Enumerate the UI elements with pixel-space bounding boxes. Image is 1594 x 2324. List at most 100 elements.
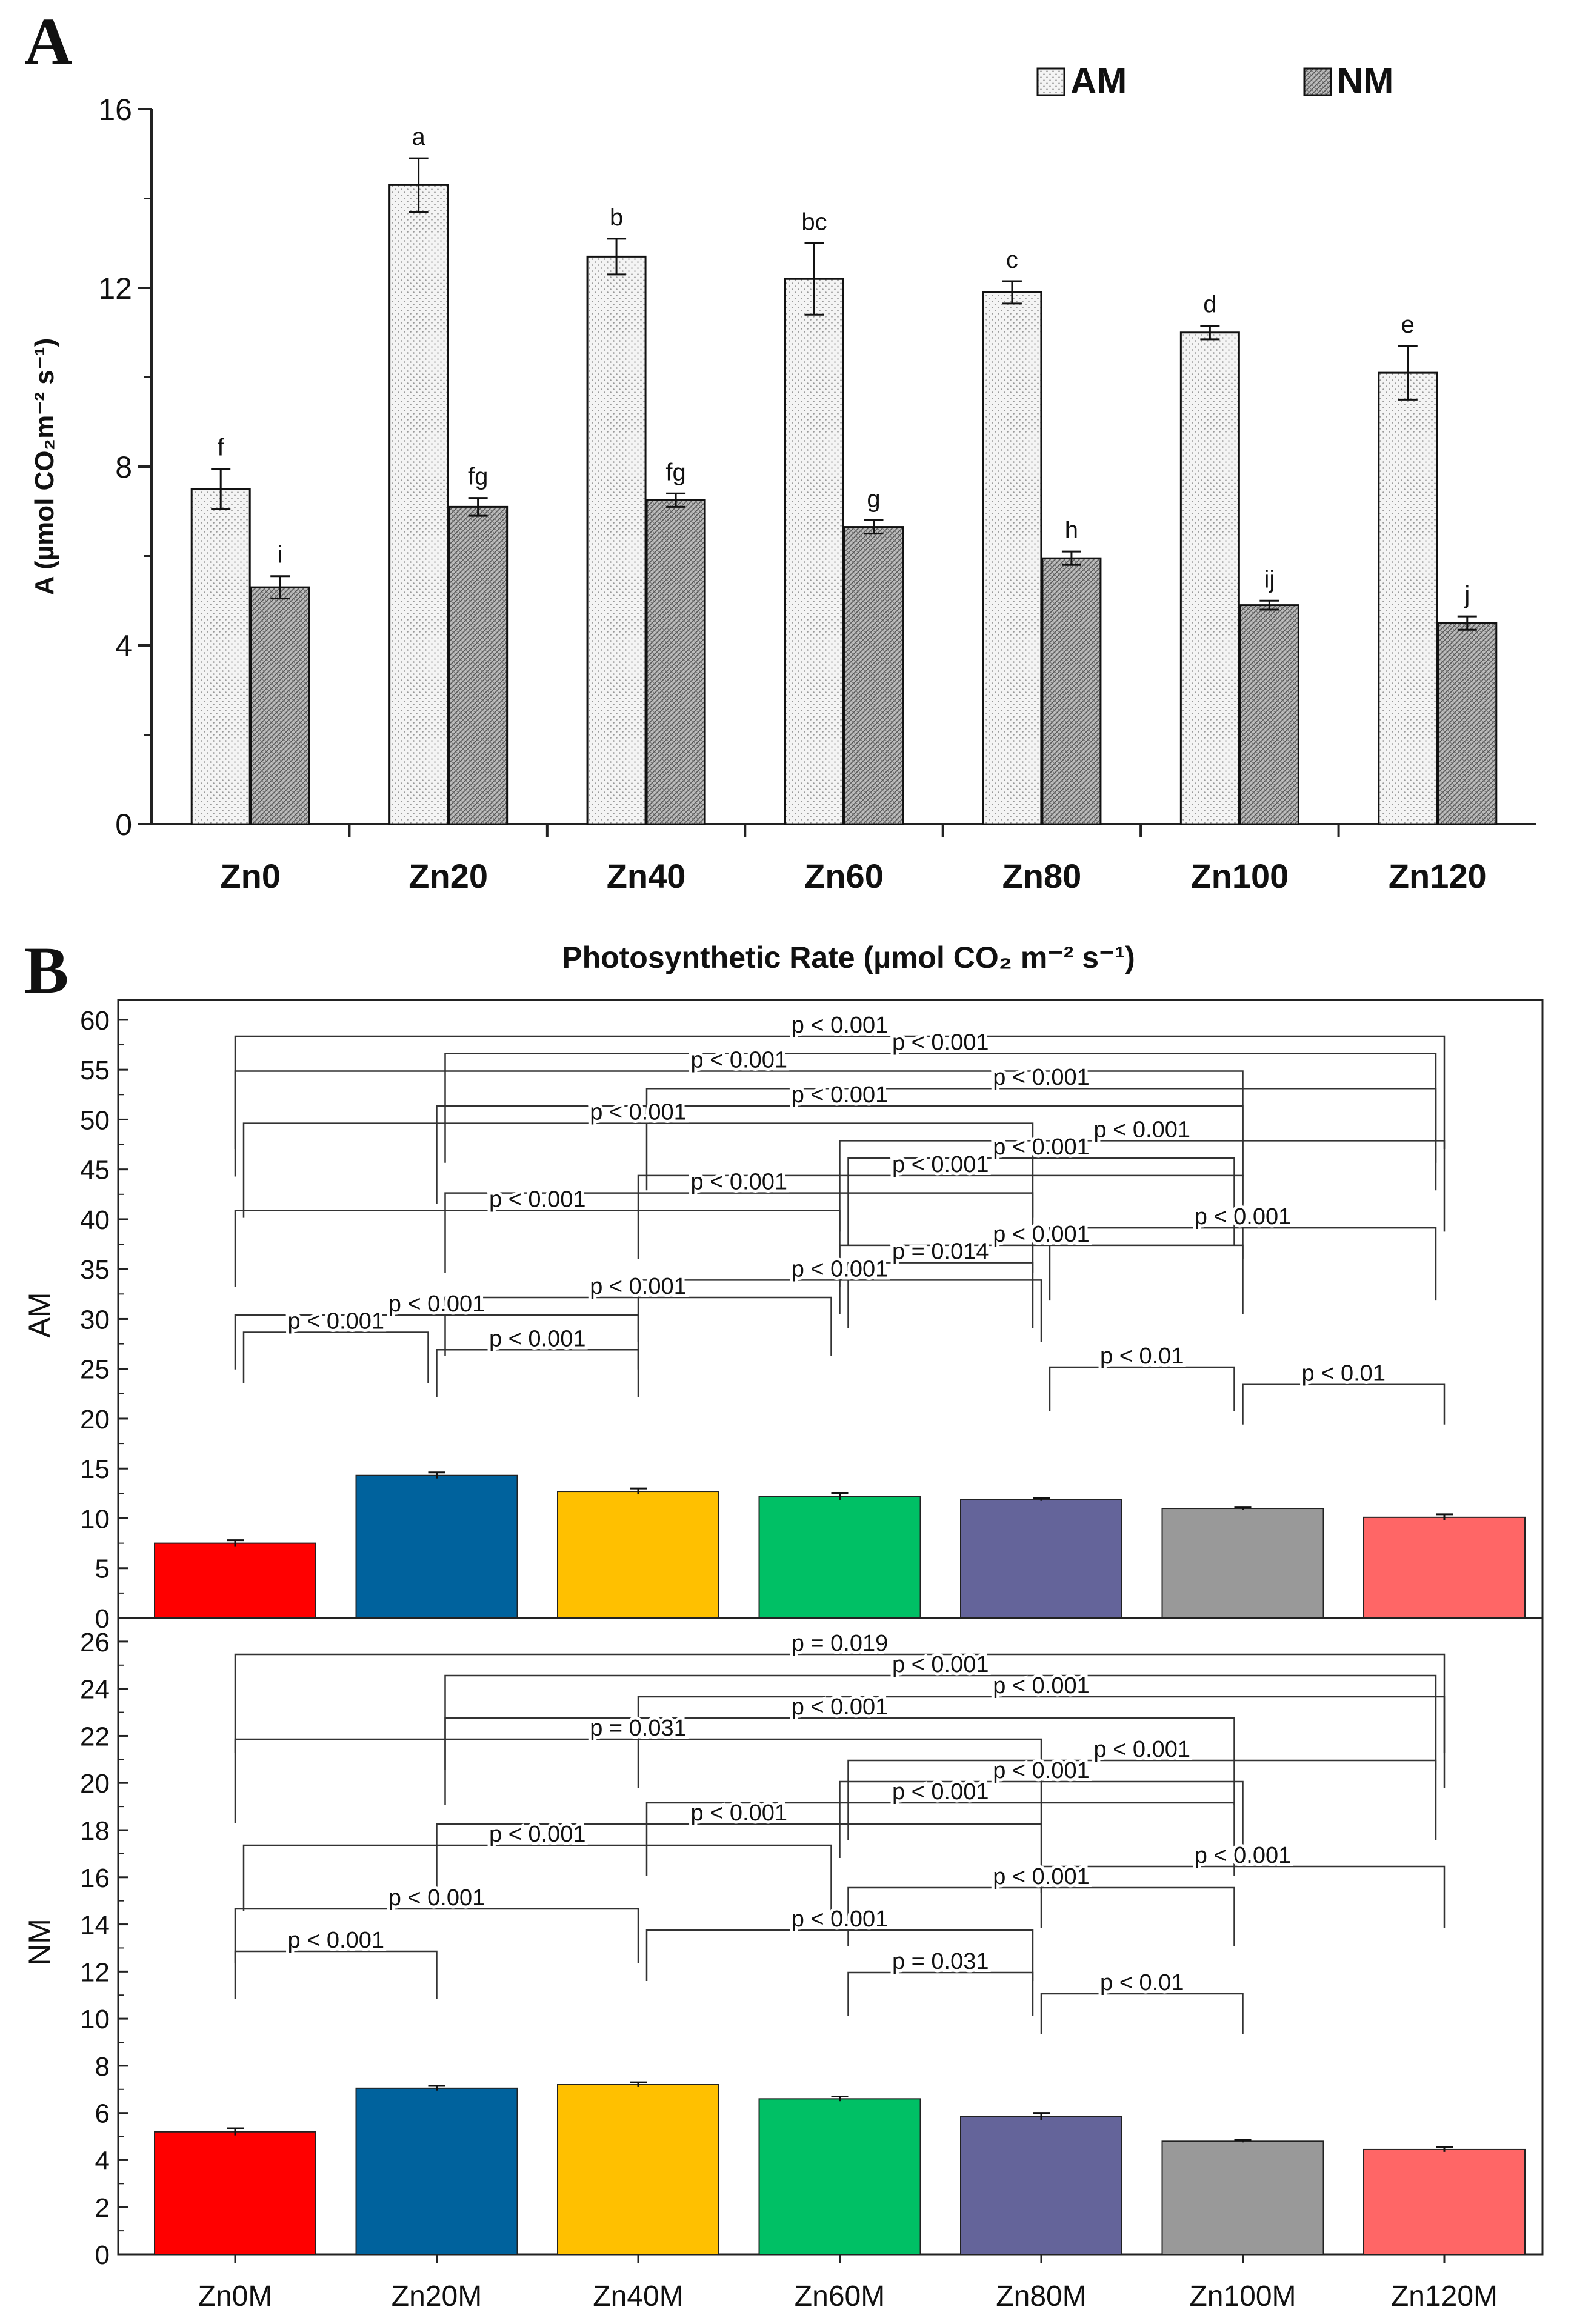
x-tick-label: Zn20	[409, 857, 488, 895]
bar-nm	[1041, 557, 1102, 825]
y-tick-label: 20	[80, 1769, 110, 1799]
significance-letter: g	[867, 486, 880, 513]
y-tick-label: 20	[80, 1405, 110, 1434]
p-value-label: p < 0.001	[388, 1291, 485, 1317]
significance-bracket	[839, 1780, 1244, 1858]
p-value-label: p < 0.001	[792, 1013, 889, 1038]
panel-letter-a: A	[24, 4, 72, 78]
p-value-label: p < 0.001	[590, 1100, 687, 1125]
y-tick-label: 14	[80, 1911, 110, 1940]
x-tick-label: Zn80	[1002, 857, 1082, 895]
p-value-label: p < 0.001	[892, 1152, 989, 1177]
y-tick-label: 8	[115, 450, 132, 484]
panel-b-nm-y-axis-label: NM	[22, 1919, 56, 1966]
p-value-label: p = 0.014	[892, 1239, 989, 1265]
panel-b-frame	[117, 999, 1544, 2256]
significance-letter: j	[1464, 582, 1470, 608]
bar-zn0m	[154, 1542, 316, 1619]
bar-nm	[1437, 622, 1498, 825]
p-value-label: p < 0.001	[287, 1928, 384, 1953]
bar-am	[1179, 331, 1240, 825]
y-tick-label: 15	[80, 1454, 110, 1484]
panel-b: B Photosynthetic Rate (µmol CO₂ m⁻² s⁻¹)…	[22, 933, 1544, 2312]
legend-swatch-nm	[1303, 67, 1332, 96]
y-tick-label: 0	[115, 808, 132, 842]
significance-bracket	[242, 1844, 832, 1911]
p-value-label: p < 0.001	[993, 1222, 1090, 1247]
bar-am	[190, 488, 251, 825]
x-tick-label: Zn100M	[1189, 2280, 1296, 2312]
panel-b-title: Photosynthetic Rate (µmol CO₂ m⁻² s⁻¹)	[562, 941, 1135, 974]
p-value-label: p < 0.001	[1093, 1117, 1190, 1142]
significance-bracket	[847, 1759, 1437, 1840]
x-tick-label: Zn40M	[593, 2280, 683, 2312]
p-value-label: p < 0.001	[287, 1309, 384, 1334]
x-tick-label: Zn100	[1190, 857, 1289, 895]
significance-bracket	[1049, 1227, 1437, 1301]
significance-letter: f	[218, 435, 225, 461]
p-value-label: p < 0.001	[489, 1187, 586, 1212]
significance-letter: a	[412, 124, 426, 150]
y-tick-label: 2	[95, 2193, 110, 2223]
legend-label-am: AM	[1070, 61, 1127, 101]
panel-b-x-ticks: Zn0M Zn20M Zn40M Zn60M Zn80M Zn100M Zn120M	[198, 2254, 1498, 2312]
bar-zn40m	[557, 2084, 719, 2255]
significance-bracket	[436, 1823, 1042, 1893]
y-tick-label: 4	[115, 629, 132, 663]
y-tick-label: 40	[80, 1205, 110, 1235]
y-tick-label: 0	[95, 1604, 110, 1634]
p-value-label: p < 0.01	[1100, 1970, 1184, 1996]
significance-letter: c	[1006, 247, 1018, 273]
p-value-label: p < 0.001	[792, 1906, 889, 1932]
significance-letter: ij	[1264, 566, 1275, 593]
panel-a-y-ticks: 0 4 8 12 16	[98, 93, 152, 842]
significance-bracket	[637, 1174, 1244, 1259]
p-value-label: p = 0.019	[792, 1631, 889, 1656]
bar-zn20m	[355, 2087, 518, 2255]
significance-bracket	[234, 1210, 841, 1287]
y-tick-label: 25	[80, 1355, 110, 1385]
bar-zn20m	[355, 1474, 518, 1619]
p-value-label: p < 0.001	[993, 1758, 1090, 1783]
p-value-label: p < 0.001	[1195, 1204, 1292, 1230]
significance-bracket	[444, 1296, 832, 1356]
significance-bracket	[1242, 1383, 1446, 1425]
p-value-label: p < 0.001	[993, 1065, 1090, 1090]
x-tick-label: Zn120M	[1391, 2280, 1498, 2312]
bar-zn80m	[960, 2116, 1122, 2255]
p-value-label: p = 0.031	[892, 1949, 989, 1974]
y-tick-label: 10	[80, 1504, 110, 1534]
significance-bracket	[436, 1105, 1244, 1204]
significance-bracket	[637, 1279, 1042, 1342]
p-value-label: p < 0.001	[590, 1274, 687, 1299]
y-tick-label: 26	[80, 1628, 110, 1657]
panel-a-legend: AM NM	[1036, 61, 1393, 101]
p-value-label: p < 0.001	[993, 1864, 1090, 1889]
panel-b-am-y-axis-label: AM	[22, 1293, 56, 1338]
y-tick-label: 12	[98, 271, 132, 305]
x-tick-label: Zn120	[1389, 857, 1487, 895]
p-value-label: p < 0.01	[1302, 1361, 1386, 1387]
significance-letter: fg	[468, 464, 488, 490]
significance-bracket	[242, 1122, 1034, 1218]
bar-am	[586, 255, 647, 825]
y-tick-label: 4	[95, 2146, 110, 2176]
p-value-label: p < 0.001	[388, 1885, 485, 1911]
p-value-label: p < 0.001	[690, 1800, 787, 1826]
significance-bracket	[234, 1950, 438, 1999]
significance-letter: e	[1401, 311, 1415, 338]
p-value-label: p < 0.001	[1195, 1843, 1292, 1868]
p-value-label: p < 0.001	[792, 1694, 889, 1720]
y-tick-label: 18	[80, 1816, 110, 1846]
y-tick-label: 6	[95, 2099, 110, 2129]
bar-zn120m	[1363, 2148, 1526, 2255]
significance-bracket	[645, 1802, 1235, 1876]
y-tick-label: 30	[80, 1305, 110, 1334]
significance-bracket	[637, 1696, 1446, 1788]
significance-letter: h	[1065, 517, 1078, 544]
x-tick-label: Zn20M	[392, 2280, 482, 2312]
significance-bracket	[645, 1087, 1437, 1191]
p-value-label: p < 0.001	[892, 1652, 989, 1677]
p-value-label: p < 0.001	[690, 1170, 787, 1195]
